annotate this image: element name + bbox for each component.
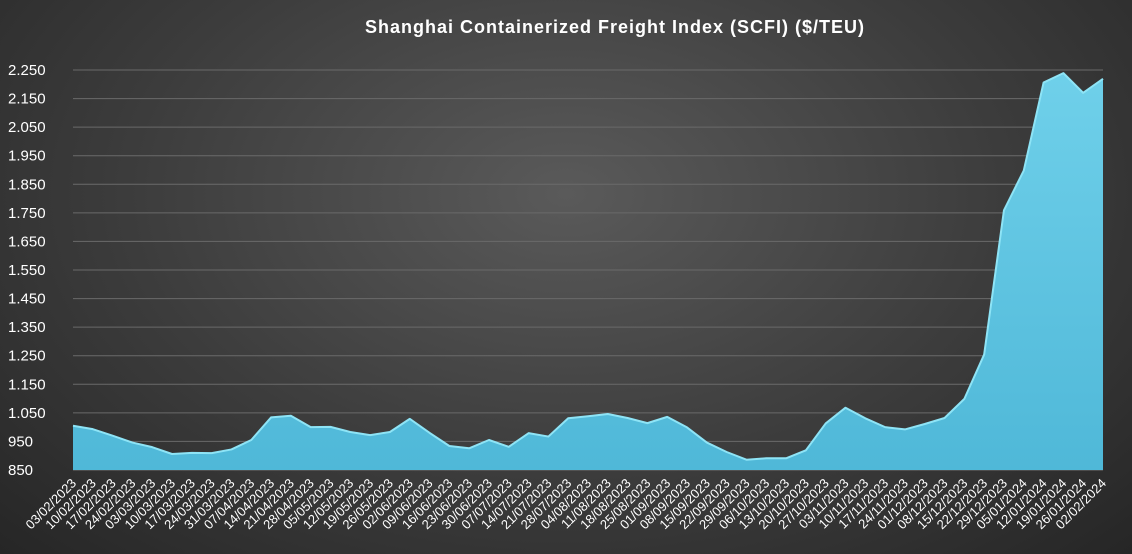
data-point: [884, 426, 887, 429]
y-tick-label: 1.850: [8, 176, 46, 193]
y-tick-label: 1.550: [8, 262, 46, 279]
data-point: [606, 413, 609, 416]
data-point: [210, 452, 213, 455]
y-tick-label: 850: [8, 462, 33, 479]
data-point: [131, 441, 134, 444]
data-point: [171, 453, 174, 456]
y-tick-label: 1.950: [8, 148, 46, 165]
y-tick-label: 1.150: [8, 376, 46, 393]
data-point: [1042, 81, 1045, 84]
y-tick-label: 1.350: [8, 319, 46, 336]
data-point: [923, 423, 926, 426]
data-point: [270, 416, 273, 419]
x-axis-ticks: 03/02/202310/02/202317/02/202324/02/2023…: [22, 476, 1109, 533]
data-point: [785, 457, 788, 460]
data-point: [705, 441, 708, 444]
data-point: [1022, 169, 1025, 172]
data-point: [151, 446, 154, 449]
y-tick-label: 1.750: [8, 205, 46, 222]
data-point: [507, 445, 510, 448]
data-point: [646, 422, 649, 425]
chart-title: Shanghai Containerized Freight Index (SC…: [364, 17, 866, 37]
data-point: [111, 434, 114, 437]
y-axis-ticks: 2.250 2.150 2.050 1.950 1.850 1.750 1.650 1.550…: [8, 62, 46, 479]
data-point: [487, 439, 490, 442]
data-point: [408, 417, 411, 420]
data-point: [448, 445, 451, 448]
data-point: [844, 406, 847, 409]
data-point: [824, 422, 827, 425]
data-point: [1102, 77, 1105, 80]
data-point: [190, 451, 193, 454]
series-area: [72, 72, 1105, 470]
data-point: [547, 435, 550, 438]
data-point: [943, 417, 946, 420]
y-tick-label: 1.250: [8, 348, 46, 365]
data-point: [309, 426, 312, 429]
data-point: [745, 458, 748, 461]
data-point: [626, 417, 629, 420]
series-area-fill: [73, 73, 1103, 470]
data-point: [91, 428, 94, 431]
y-tick-label: 1.450: [8, 291, 46, 308]
data-point: [349, 431, 352, 434]
data-point: [567, 417, 570, 420]
y-tick-label: 2.250: [8, 62, 46, 79]
data-point: [765, 457, 768, 460]
data-point: [666, 415, 669, 418]
data-point: [725, 451, 728, 454]
data-point: [230, 448, 233, 451]
data-point: [587, 415, 590, 418]
data-point: [468, 447, 471, 450]
data-point: [388, 431, 391, 434]
data-point: [250, 439, 253, 442]
data-point: [983, 353, 986, 356]
data-point: [1062, 72, 1065, 75]
data-point: [1082, 91, 1085, 94]
data-point: [864, 417, 867, 420]
data-point: [72, 424, 75, 427]
data-point: [963, 397, 966, 400]
data-point: [289, 414, 292, 417]
data-point: [527, 432, 530, 435]
data-point: [686, 426, 689, 429]
gridlines: [73, 69, 1103, 471]
y-tick-label: 1.650: [8, 233, 46, 250]
data-point: [903, 428, 906, 431]
y-tick-label: 2.150: [8, 91, 46, 108]
y-tick-label: 2.050: [8, 119, 46, 136]
data-point: [329, 425, 332, 428]
data-point: [804, 449, 807, 452]
y-tick-label: 950: [8, 433, 33, 450]
y-tick-label: 1.050: [8, 405, 46, 422]
data-point: [369, 434, 372, 437]
data-point: [428, 431, 431, 434]
series-line: [72, 72, 1104, 461]
data-point: [1002, 209, 1005, 212]
